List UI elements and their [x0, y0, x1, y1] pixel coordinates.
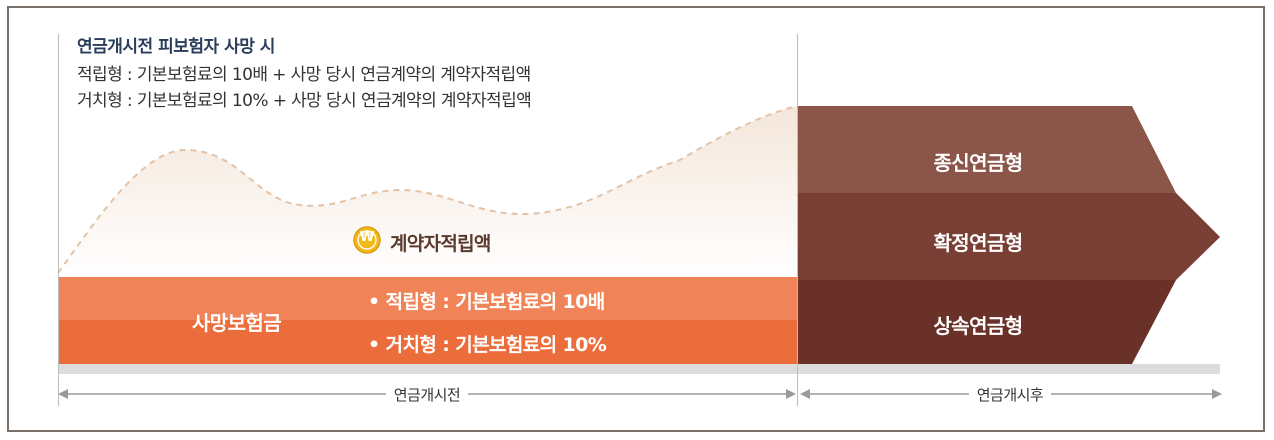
coin-icon-inner	[357, 230, 377, 250]
timeline-before-right-arrow	[786, 389, 796, 399]
baseline-bar	[58, 364, 1220, 374]
curve-label: 계약자적립액	[390, 233, 491, 255]
annuity-arrow-bottom	[798, 280, 1176, 364]
annuity-type-lifetime: 종신연금형	[933, 151, 1024, 175]
center-divider	[797, 34, 798, 406]
timeline-after-right-arrow	[1212, 389, 1222, 399]
death-benefit-label: 사망보험금	[192, 311, 282, 335]
band-bottom	[58, 320, 798, 364]
notes-line-2: 거치형 : 기본보험료의 10% + 사망 당시 연금계약의 계약자적립액	[77, 91, 532, 111]
accumulation-curve-area	[58, 106, 798, 277]
coin-symbol: ₩	[359, 230, 375, 245]
left-divider	[58, 34, 59, 406]
timeline-before-label-wrap: 연금개시전	[58, 384, 796, 405]
timeline-after-label: 연금개시후	[968, 386, 1052, 404]
timeline-after-left-arrow	[800, 389, 810, 399]
timeline-after-label-wrap: 연금개시후	[800, 384, 1220, 405]
notes-line-1: 적립형 : 기본보험료의 10배 + 사망 당시 연금계약의 계약자적립액	[77, 65, 531, 85]
annuity-type-inheritance: 상속연금형	[933, 314, 1024, 338]
annuity-arrow-top	[798, 106, 1176, 193]
band-top	[58, 277, 798, 320]
accumulation-curve-line	[57, 105, 799, 274]
death-benefit-bullet-2: • 거치형 : 기본보험료의 10%	[368, 334, 607, 356]
annuity-arrow-mid	[798, 193, 1220, 280]
timeline-before-left-arrow	[58, 389, 68, 399]
timeline-before-label: 연금개시전	[385, 386, 469, 404]
notes-heading: 연금개시전 피보험자 사망 시	[77, 37, 275, 57]
annuity-type-fixed: 확정연금형	[933, 231, 1024, 255]
death-benefit-bullet-1: • 적립형 : 기본보험료의 10배	[368, 291, 605, 313]
